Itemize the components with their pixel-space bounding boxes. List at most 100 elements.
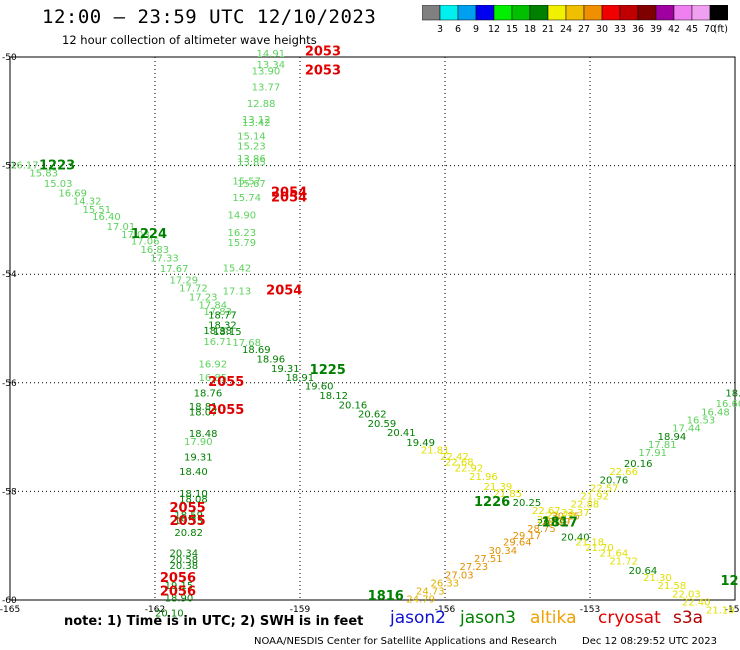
- wave-height-label: 18.08: [179, 494, 208, 505]
- wave-height-label: 26.33: [431, 578, 460, 589]
- wave-height-label: 16.60: [716, 399, 740, 410]
- units-note: note: 1) Time is in UTC; 2) SWH is in fe…: [64, 614, 364, 629]
- wave-height-label: 18.12: [319, 391, 348, 402]
- legend-tick-label: 30: [596, 24, 608, 35]
- wave-height-label: 21.85: [493, 489, 522, 500]
- wave-height-label: 17.23: [189, 292, 218, 303]
- legend-tick-label: 24: [560, 24, 572, 35]
- wave-height-label: 18.96: [257, 355, 286, 366]
- wave-height-label: 17.84: [199, 300, 228, 311]
- legend-tick-label: 3: [437, 24, 443, 35]
- wave-height-label: 18.48: [189, 429, 218, 440]
- wave-height-label: 17.67: [160, 264, 189, 275]
- wave-height-label: 19.15: [165, 581, 194, 592]
- legend-tick-label: 33: [614, 24, 626, 35]
- y-tick-label: -60: [2, 596, 17, 606]
- wave-height-label: 19.33: [174, 516, 203, 527]
- pass-time-label: 2054: [266, 283, 302, 298]
- wave-height-label: 17.91: [638, 448, 667, 459]
- y-tick-label: -52: [2, 162, 17, 172]
- wave-height-label: 13.86: [237, 154, 266, 165]
- pass-time-label: 2055: [170, 501, 206, 516]
- legend-tick-label: 9: [473, 24, 479, 35]
- legend-tick-label: 45: [686, 24, 698, 35]
- wave-height-label: 18.76: [194, 388, 223, 399]
- wave-height-label: 30.34: [489, 546, 518, 557]
- x-tick-label: -150: [725, 605, 740, 615]
- wave-height-label: 18.59: [174, 511, 203, 522]
- wave-height-label: 15.51: [83, 205, 112, 216]
- wave-height-label: 21.19: [706, 606, 735, 617]
- wave-height-label: 12.88: [247, 99, 276, 110]
- wave-height-label: 15.14: [237, 132, 266, 143]
- wave-height-label: 24.73: [416, 587, 445, 598]
- pass-time-label: 1225: [310, 363, 346, 378]
- wave-height-label: 15.42: [223, 263, 252, 274]
- wave-height-label: 15.23: [237, 141, 266, 152]
- wave-height-label: 18.07: [189, 407, 218, 418]
- wave-height-label: 19.49: [406, 438, 435, 449]
- pass-time-label: 2053: [305, 44, 341, 59]
- x-tick-label: -165: [0, 605, 20, 615]
- wave-height-label: 22.40: [682, 597, 711, 608]
- wave-height-label: 18.15: [213, 327, 242, 338]
- wave-height-label: 22.66: [609, 467, 638, 478]
- wave-height-label: 14.32: [73, 197, 102, 208]
- wave-height-label: 18.10: [179, 489, 208, 500]
- satellite-label-s3a: s3a: [673, 608, 704, 628]
- x-tick-label: -156: [435, 605, 456, 615]
- satellite-label-jason3: jason3: [460, 608, 516, 628]
- wave-height-label: 16.83: [141, 245, 170, 256]
- wave-height-label: 21.39: [484, 482, 513, 493]
- wave-height-label: 17.33: [150, 254, 179, 265]
- wave-height-label: 19.31: [184, 452, 213, 463]
- wave-height-label: 13.90: [252, 66, 281, 77]
- wave-height-label: 20.62: [358, 410, 387, 421]
- wave-height-label: 21.18: [576, 538, 605, 549]
- wave-height-label: 22.68: [445, 457, 474, 468]
- wave-height-label: 24.79: [406, 595, 435, 606]
- wave-height-label: 18.00: [725, 388, 740, 399]
- wave-height-label: 17.68: [232, 338, 261, 349]
- wave-height-label: 17.06: [131, 236, 160, 247]
- wave-height-label: 20.10: [155, 608, 184, 619]
- y-tick-label: -56: [2, 379, 17, 389]
- pass-time-label: 1816: [368, 589, 404, 604]
- wave-height-label: 23.37: [561, 508, 590, 519]
- satellite-label-altika: altika: [530, 608, 577, 628]
- legend-tick-label: 42: [668, 24, 680, 35]
- legend-tick-label: 15: [506, 24, 518, 35]
- wave-height-label: 17.08: [121, 230, 150, 241]
- legend-unit-label: (ft): [714, 24, 728, 35]
- wave-height-label: 18.90: [165, 594, 194, 605]
- x-tick-label: -153: [580, 605, 600, 615]
- wave-height-label: 22.03: [672, 589, 701, 600]
- wave-height-label: 20.34: [170, 549, 199, 560]
- legend-swatch: [709, 5, 728, 21]
- wave-height-label: 29.64: [503, 538, 532, 549]
- wave-height-label: 13.34: [257, 60, 286, 71]
- wave-height-label: 20.59: [368, 419, 397, 430]
- wave-height-label: 22.70: [547, 511, 576, 522]
- legend-tick-label: 36: [632, 24, 644, 35]
- legend-tick-label: 12: [488, 24, 500, 35]
- wave-height-label: 16.23: [228, 228, 257, 239]
- wave-height-label: 17.13: [223, 286, 252, 297]
- wave-height-label: 16.71: [203, 337, 232, 348]
- pass-time-label: 12: [721, 574, 739, 589]
- legend-tick-label: 21: [542, 24, 554, 35]
- pass-time-label: 2056: [160, 585, 196, 600]
- wave-height-label: 22.92: [455, 463, 484, 474]
- wave-height-label: 21.96: [469, 472, 498, 483]
- wave-height-label: 20.40: [561, 532, 590, 543]
- wave-height-label: 21.30: [643, 573, 672, 584]
- wave-height-label: 29.17: [513, 531, 542, 542]
- wave-height-label: 14.91: [257, 49, 286, 60]
- wave-height-label: 20.41: [387, 428, 416, 439]
- wave-height-label: 15.03: [44, 179, 73, 190]
- wave-height-label: 16.85: [199, 373, 228, 384]
- wave-height-label: 20.16: [339, 400, 368, 411]
- wave-height-label: 28.29: [542, 517, 571, 528]
- generation-timestamp: Dec 12 08:29:52 UTC 2023: [582, 636, 717, 647]
- wave-height-label: 21.92: [580, 492, 609, 503]
